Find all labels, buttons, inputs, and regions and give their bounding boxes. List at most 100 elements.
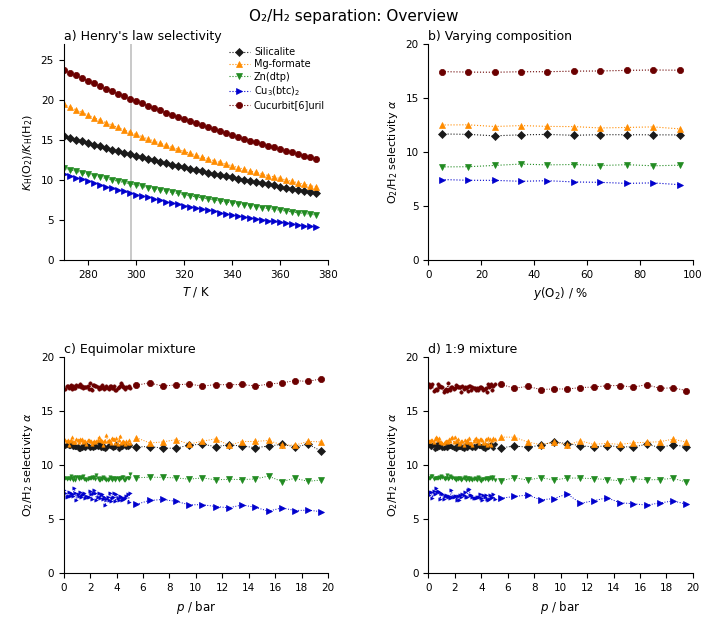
Silicalite (305, 188, 314, 195)
Y-axis label: O$_2$/H$_2$ selectivity $\alpha$: O$_2$/H$_2$ selectivity $\alpha$ (21, 413, 35, 517)
Mg-formate (192, 151, 200, 159)
Cu$_3$(btc)$_2$ (245, 214, 254, 222)
Cucurbit[6]uril (125, 95, 134, 103)
Silicalite (101, 144, 110, 152)
Mg-formate (204, 155, 212, 163)
Cucurbit[6]uril (281, 147, 290, 154)
Silicalite (293, 186, 302, 193)
Zn(dtp) (144, 184, 152, 192)
Mg-formate (300, 180, 308, 188)
Silicalite (312, 189, 320, 197)
Cucurbit[6]uril (269, 144, 278, 151)
Silicalite (132, 152, 140, 159)
Cucurbit[6]uril (300, 152, 308, 159)
Mg-formate (257, 170, 266, 178)
Cucurbit[6]uril (65, 69, 74, 76)
Cu$_3$(btc)$_2$ (168, 199, 176, 207)
Mg-formate (276, 175, 284, 182)
Mg-formate (119, 126, 128, 134)
Silicalite (276, 183, 284, 190)
Zn(dtp) (65, 166, 74, 173)
Silicalite (221, 173, 230, 180)
Mg-formate (144, 135, 152, 142)
Legend: Silicalite, Mg-formate, Zn(dtp), Cu$_3$(btc)$_2$, Cucurbit[6]uril: Silicalite, Mg-formate, Zn(dtp), Cu$_3$(… (228, 46, 326, 112)
Cu$_3$(btc)$_2$ (137, 192, 146, 200)
Cu$_3$(btc)$_2$ (77, 176, 86, 183)
Cu$_3$(btc)$_2$ (132, 191, 140, 198)
Line: Cu$_3$(btc)$_2$: Cu$_3$(btc)$_2$ (61, 171, 319, 231)
Cu$_3$(btc)$_2$ (192, 204, 200, 212)
Cucurbit[6]uril (161, 109, 170, 117)
Zn(dtp) (113, 178, 122, 185)
Mg-formate (288, 178, 296, 185)
Cucurbit[6]uril (312, 155, 320, 163)
Mg-formate (197, 153, 206, 161)
Cucurbit[6]uril (113, 90, 122, 98)
Zn(dtp) (168, 188, 176, 196)
Silicalite (125, 151, 134, 158)
Silicalite (209, 170, 218, 178)
Mg-formate (83, 111, 92, 118)
Text: b) Varying composition: b) Varying composition (428, 30, 573, 43)
Mg-formate (305, 181, 314, 189)
Silicalite (185, 165, 194, 173)
Zn(dtp) (305, 210, 314, 218)
Cu$_3$(btc)$_2$ (228, 211, 236, 219)
Silicalite (83, 139, 92, 147)
Cu$_3$(btc)$_2$ (209, 208, 218, 215)
Cu$_3$(btc)$_2$ (293, 221, 302, 229)
Silicalite (113, 147, 122, 155)
Zn(dtp) (204, 195, 212, 203)
Mg-formate (132, 130, 140, 138)
Silicalite (173, 162, 182, 169)
Zn(dtp) (71, 168, 80, 175)
Cu$_3$(btc)$_2$ (300, 222, 308, 229)
Zn(dtp) (293, 209, 302, 217)
Cucurbit[6]uril (156, 106, 164, 114)
Silicalite (119, 149, 128, 157)
Cu$_3$(btc)$_2$ (185, 203, 194, 210)
Zn(dtp) (209, 196, 218, 203)
Zn(dtp) (197, 194, 206, 202)
Silicalite (59, 132, 68, 140)
Mg-formate (221, 161, 230, 168)
Zn(dtp) (149, 185, 158, 193)
Y-axis label: O$_2$/H$_2$ selectivity $\alpha$: O$_2$/H$_2$ selectivity $\alpha$ (386, 413, 400, 517)
Cu$_3$(btc)$_2$ (156, 197, 164, 204)
Silicalite (71, 136, 80, 144)
Silicalite (281, 184, 290, 192)
Zn(dtp) (245, 202, 254, 210)
Cu$_3$(btc)$_2$ (312, 224, 320, 231)
Zn(dtp) (228, 199, 236, 207)
Cucurbit[6]uril (209, 125, 218, 133)
Zn(dtp) (233, 200, 242, 208)
Cucurbit[6]uril (137, 100, 146, 107)
X-axis label: $T$ / K: $T$ / K (182, 285, 210, 299)
Silicalite (245, 177, 254, 185)
Mg-formate (156, 139, 164, 147)
Silicalite (137, 154, 146, 161)
Cu$_3$(btc)$_2$ (288, 220, 296, 228)
Cucurbit[6]uril (305, 153, 314, 161)
Mg-formate (293, 179, 302, 186)
Silicalite (161, 159, 170, 167)
Silicalite (89, 141, 98, 149)
Silicalite (288, 185, 296, 192)
Cu$_3$(btc)$_2$ (269, 218, 278, 226)
Cu$_3$(btc)$_2$ (83, 178, 92, 185)
Zn(dtp) (240, 201, 248, 209)
Cu$_3$(btc)$_2$ (197, 205, 206, 213)
Cu$_3$(btc)$_2$ (221, 210, 230, 217)
Zn(dtp) (276, 207, 284, 214)
Cucurbit[6]uril (180, 115, 188, 123)
Cu$_3$(btc)$_2$ (71, 174, 80, 181)
Mg-formate (113, 123, 122, 131)
Text: c) Equimolar mixture: c) Equimolar mixture (64, 343, 195, 356)
Mg-formate (107, 121, 116, 129)
Cucurbit[6]uril (240, 135, 248, 142)
X-axis label: $p$ / bar: $p$ / bar (175, 598, 216, 616)
Mg-formate (95, 117, 104, 124)
Line: Silicalite: Silicalite (61, 133, 319, 196)
Zn(dtp) (281, 207, 290, 215)
Zn(dtp) (95, 173, 104, 181)
